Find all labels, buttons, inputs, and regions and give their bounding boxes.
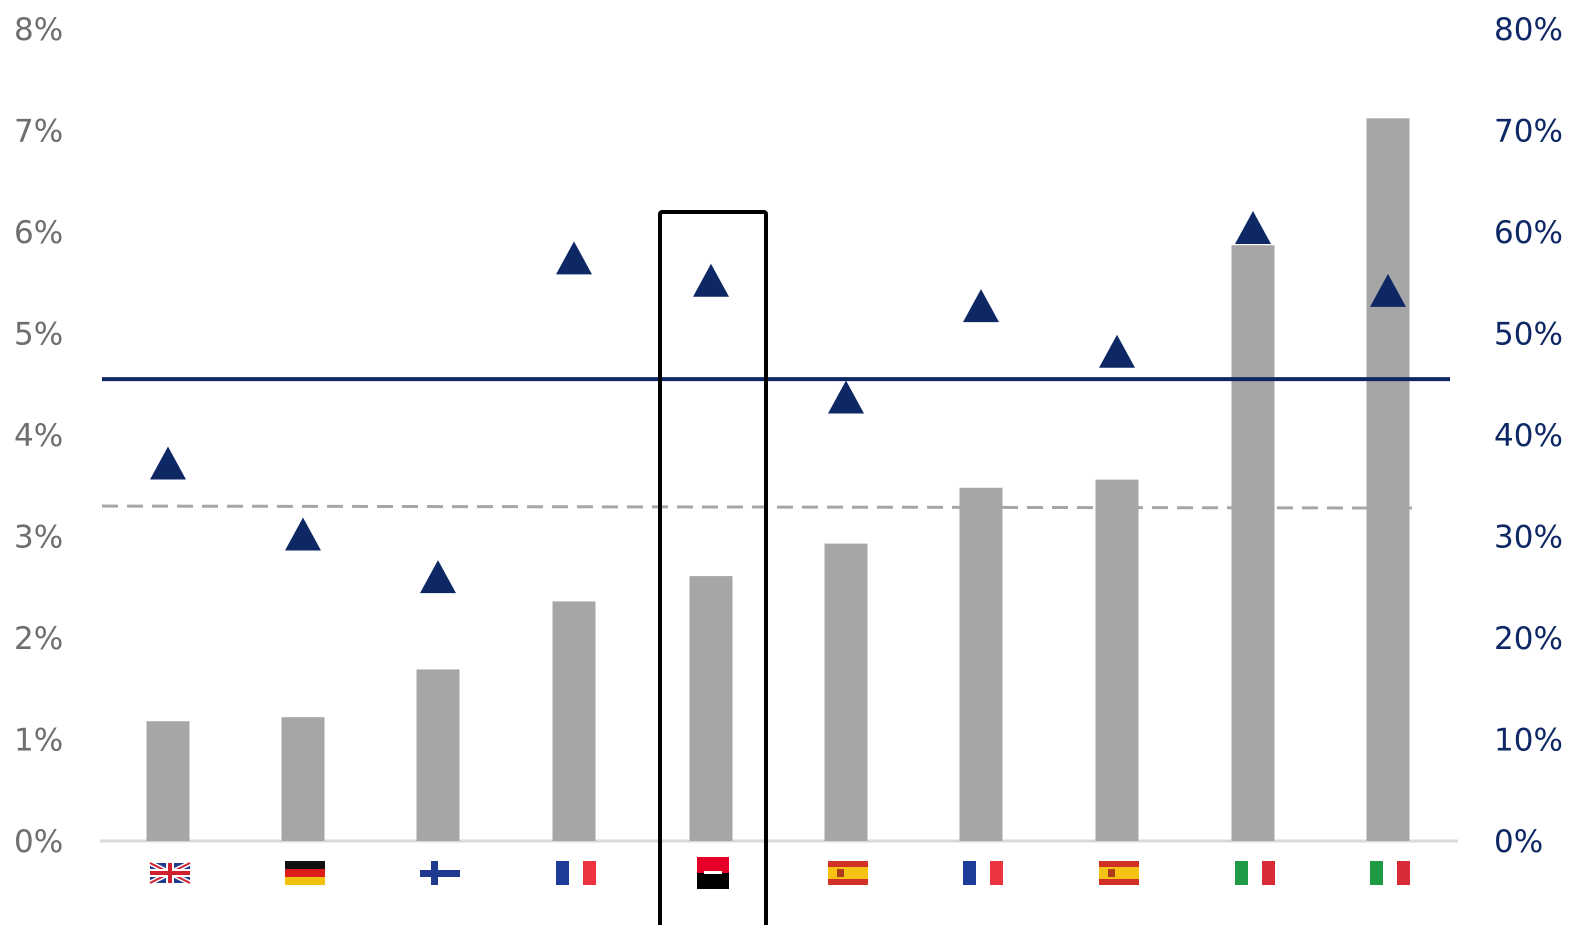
bar — [689, 576, 733, 841]
de-black — [285, 861, 325, 869]
right-axis-tick-label: 50% — [1494, 317, 1563, 353]
uk-flag — [148, 860, 192, 886]
spain-flag — [828, 861, 868, 885]
de-gold — [285, 877, 325, 885]
left-axis-tick-label: 5% — [14, 317, 63, 353]
left-axis-tick-label: 4% — [14, 418, 63, 454]
bar — [1095, 479, 1139, 841]
fi-cross-v — [431, 861, 438, 885]
right-axis-tick-label: 80% — [1494, 12, 1563, 48]
left-axis-tick-label: 0% — [14, 824, 63, 860]
sg-red — [697, 857, 729, 873]
it-green — [1370, 861, 1383, 885]
right-axis-tick-label: 20% — [1494, 621, 1563, 657]
es-crest — [1108, 869, 1115, 877]
es-red — [828, 861, 868, 867]
right-axis-tick-label: 10% — [1494, 723, 1563, 759]
right-axis-tick-label: 0% — [1494, 824, 1543, 860]
fr-red — [583, 861, 596, 885]
it-green — [1235, 861, 1248, 885]
fr-white — [569, 861, 583, 885]
es-red — [828, 879, 868, 885]
triangle-marker — [285, 517, 321, 551]
left-axis-tick-label: 7% — [14, 114, 63, 150]
bar — [146, 721, 190, 841]
spain-flag — [1099, 861, 1139, 885]
fi-cross-h — [420, 870, 460, 877]
triangle-marker — [1235, 210, 1271, 244]
bar — [959, 487, 1003, 841]
right-axis-tick-label: 70% — [1494, 114, 1563, 150]
bar — [281, 717, 325, 841]
fr-red — [990, 861, 1003, 885]
average-dashed-line — [101, 504, 1413, 510]
left-axis-tick-label: 1% — [14, 723, 63, 759]
triangle-marker — [963, 289, 999, 323]
it-white — [1248, 861, 1262, 885]
finland-flag — [420, 861, 460, 885]
left-axis-tick-label: 6% — [14, 215, 63, 251]
right-axis-tick-label: 30% — [1494, 520, 1563, 556]
it-red — [1397, 861, 1410, 885]
italy-flag — [1235, 861, 1275, 885]
bar — [1231, 245, 1275, 841]
sg-bar — [704, 871, 722, 874]
fr-blue — [963, 861, 976, 885]
it-white — [1383, 861, 1397, 885]
triangle-marker — [556, 241, 592, 275]
triangle-marker — [828, 380, 864, 414]
france-flag — [963, 861, 1003, 885]
highlight-box — [658, 210, 768, 925]
left-axis-tick-label: 2% — [14, 621, 63, 657]
uk-cross-red — [168, 863, 172, 883]
fr-white — [976, 861, 990, 885]
triangle-marker — [693, 263, 729, 297]
right-axis-tick-label: 60% — [1494, 215, 1563, 251]
left-axis-tick-label: 8% — [14, 12, 63, 48]
triangle-marker — [1370, 273, 1406, 307]
bar — [416, 669, 460, 841]
es-red — [1099, 879, 1139, 885]
bar — [552, 601, 596, 841]
es-crest — [837, 869, 844, 877]
sg-black — [697, 873, 729, 889]
es-yellow — [1099, 867, 1139, 879]
es-red — [1099, 861, 1139, 867]
germany-flag — [285, 861, 325, 885]
triangle-marker — [420, 560, 456, 594]
triangle-marker — [150, 446, 186, 480]
right-axis-tick-label: 40% — [1494, 418, 1563, 454]
bar — [824, 543, 868, 841]
societe-generale-logo — [697, 857, 729, 889]
left-axis-tick-label: 3% — [14, 520, 63, 556]
italy-flag — [1370, 861, 1410, 885]
de-red — [285, 869, 325, 877]
fr-blue — [556, 861, 569, 885]
es-yellow — [828, 867, 868, 879]
it-red — [1262, 861, 1275, 885]
france-flag — [556, 861, 596, 885]
triangle-marker — [1099, 334, 1135, 368]
bar — [1366, 118, 1410, 841]
